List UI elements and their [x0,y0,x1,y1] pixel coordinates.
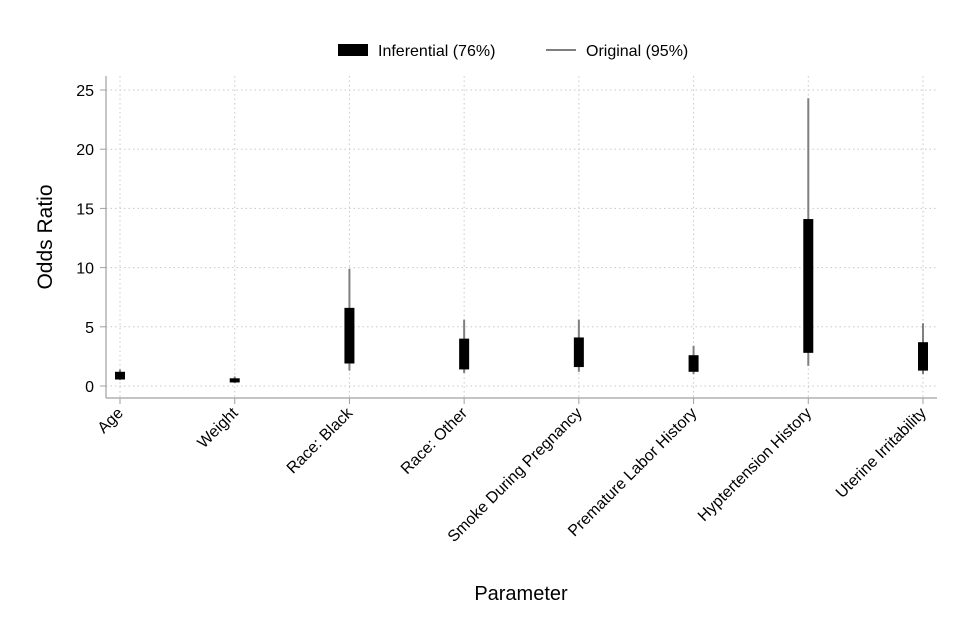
y-tick-label: 20 [76,142,94,159]
x-tick-label: Race: Other [398,404,471,477]
gridlines [106,76,937,398]
legend-label-inferential: Inferential (76%) [378,43,495,60]
y-tick-label: 5 [85,320,94,337]
legend-label-original: Original (95%) [586,43,688,60]
x-tick-label: Uterine Irritability [833,405,930,502]
inferential-range-bar [344,307,355,364]
inferential-range-bar [459,338,470,370]
original-ranges [119,98,924,384]
x-tick-label: Premature Labor History [565,405,700,540]
inferential-range-bar [918,342,928,371]
y-tick-label: 15 [76,201,94,218]
legend: Inferential (76%) Original (95%) [338,43,688,60]
legend-swatch-inferential [338,44,368,56]
x-tick-label: Age [95,405,127,437]
x-tick-label: Hyptertension History [695,405,815,525]
inferential-range-bar [573,337,584,368]
y-tick-label: 25 [76,83,94,100]
y-tick-label: 10 [76,261,94,278]
y-tick-label: 0 [85,379,94,396]
x-axis-label: Parameter [474,583,568,605]
x-tick-label: Smoke During Pregnancy [445,405,586,546]
inferential-range-bar [803,219,814,353]
inferential-range-bar [115,371,125,380]
x-tick-label: Weight [195,404,242,451]
inferential-range-bar [229,378,240,383]
inferential-ranges [115,219,928,383]
y-axis-label: Odds Ratio [34,184,57,289]
inferential-range-bar [688,355,699,372]
x-tick-label: Race: Black [284,404,357,477]
